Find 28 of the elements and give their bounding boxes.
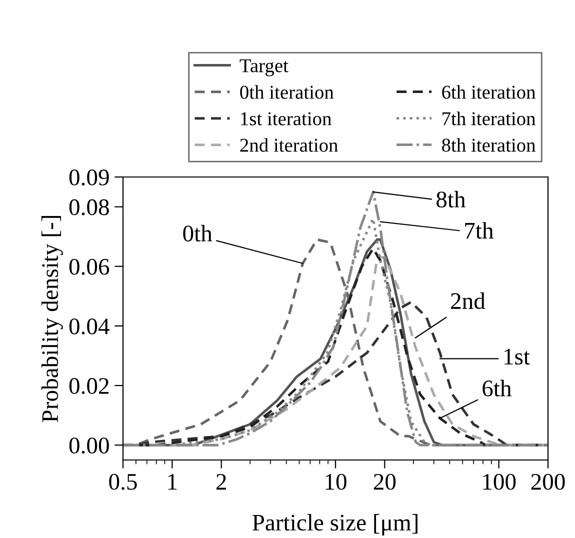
annotation: 1st xyxy=(504,348,530,365)
y-tick-label: 0.06 xyxy=(69,258,110,275)
legend-label: 7th iteration xyxy=(442,112,536,126)
y-tick-label: 0.00 xyxy=(69,438,109,454)
annotation: 7th xyxy=(465,222,494,239)
y-axis-title: Probability density [-] xyxy=(41,216,63,422)
legend-label: 0th iteration xyxy=(240,85,334,99)
x-axis-title: Particle size [μm] xyxy=(252,514,418,536)
x-tick-label: 2 xyxy=(216,474,226,490)
x-tick-label: 10 xyxy=(326,474,346,490)
x-tick-label: 200 xyxy=(531,474,565,490)
y-tick-label: 0.04 xyxy=(69,318,110,334)
y-tick-label: 0.09 xyxy=(69,169,109,186)
x-tick-label: 20 xyxy=(374,474,396,490)
x-tick-label: 1 xyxy=(168,474,177,490)
x-tick-label: 100 xyxy=(483,474,516,490)
legend-label: 6th iteration xyxy=(442,85,536,99)
annotation: 2nd xyxy=(451,292,486,310)
y-tick-label: 0.02 xyxy=(69,378,109,394)
legend-label: 2nd iteration xyxy=(240,138,338,152)
y-tick-label: 0.08 xyxy=(69,199,109,216)
x-tick-label: 0.5 xyxy=(109,474,137,490)
annotation: 6th xyxy=(482,380,512,396)
annotation: 8th xyxy=(436,190,466,208)
legend-label: Target xyxy=(240,59,288,76)
legend-label: 1st iteration xyxy=(241,112,332,126)
legend-label: 8th iteration xyxy=(442,138,536,152)
annotation: 0th xyxy=(183,224,212,242)
